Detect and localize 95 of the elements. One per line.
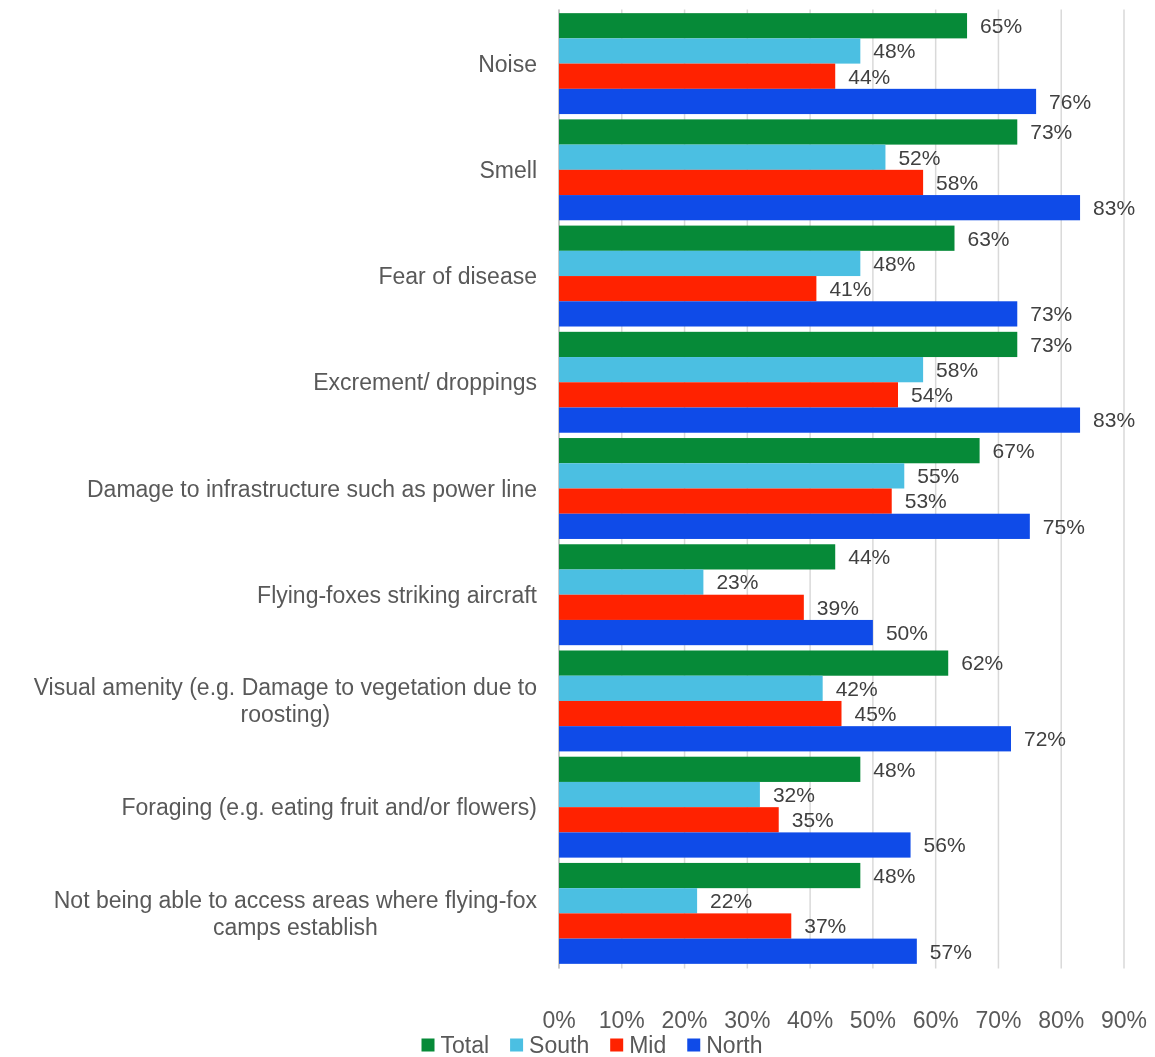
data-label: 76% — [1049, 89, 1092, 113]
y-tick-label: Excrement/ droppings — [313, 369, 538, 396]
bar — [559, 250, 861, 277]
data-label: 48% — [873, 39, 916, 63]
bar — [559, 938, 917, 964]
bar — [559, 832, 911, 858]
legend-label: North — [706, 1032, 763, 1057]
data-label: 39% — [816, 595, 859, 619]
data-label: 32% — [772, 782, 815, 806]
bar — [559, 301, 1018, 327]
bar — [559, 63, 836, 89]
data-label: 44% — [848, 545, 891, 569]
data-label: 54% — [911, 383, 954, 407]
x-tick-label: 90% — [1100, 1007, 1148, 1034]
y-tick-label: Noise — [478, 50, 537, 77]
bar — [559, 144, 886, 170]
y-tick-label: Foraging (e.g. eating fruit and/or flowers) — [121, 794, 537, 821]
bar — [559, 88, 1037, 115]
x-tick-label: 60% — [912, 1007, 959, 1034]
bar — [559, 513, 1030, 539]
bar — [559, 488, 892, 514]
bar — [559, 619, 873, 646]
data-label: 41% — [829, 277, 872, 301]
x-tick-label: 10% — [598, 1007, 645, 1034]
bar — [559, 382, 898, 408]
bar — [559, 38, 861, 64]
bar — [559, 169, 924, 196]
x-tick-label: 70% — [975, 1007, 1022, 1034]
data-label: 58% — [936, 170, 979, 194]
data-label: 53% — [904, 489, 947, 513]
bar — [559, 675, 823, 701]
data-label: 22% — [710, 889, 753, 913]
bar — [559, 756, 861, 782]
bar — [559, 119, 1018, 145]
data-label: 42% — [835, 676, 878, 700]
bar — [559, 700, 842, 727]
bar — [559, 357, 924, 383]
bar — [559, 913, 792, 939]
data-label: 65% — [980, 14, 1023, 38]
data-label: 55% — [917, 464, 960, 488]
y-tick-label: Damage to infrastructure such as power line — [87, 475, 537, 502]
data-label: 63% — [967, 226, 1010, 250]
bar — [559, 726, 1011, 752]
legend-label: Mid — [629, 1032, 667, 1057]
legend-label: Total — [440, 1032, 490, 1057]
bar — [559, 331, 1018, 358]
x-tick-label: 30% — [724, 1007, 771, 1034]
x-tick-label: 50% — [849, 1007, 896, 1034]
data-label: 75% — [1042, 514, 1085, 538]
y-tick-label: Visual amenity (e.g. Damage to vegetation due to roosting) — [33, 674, 537, 728]
data-label: 48% — [873, 863, 916, 887]
bar — [559, 781, 760, 808]
data-label: 67% — [992, 439, 1035, 463]
y-tick-label: Flying-foxes striking aircraft — [257, 581, 538, 608]
x-tick-label: 20% — [661, 1007, 708, 1034]
data-label: 73% — [1030, 120, 1073, 144]
data-label: 62% — [961, 651, 1004, 675]
legend-label: South — [529, 1032, 590, 1057]
bar — [559, 195, 1081, 221]
data-label: 56% — [923, 833, 966, 857]
data-label: 73% — [1030, 332, 1073, 356]
data-label: 23% — [716, 570, 759, 594]
y-tick-label: Smell — [479, 156, 537, 183]
bar — [559, 544, 836, 570]
data-label: 52% — [898, 145, 941, 169]
data-label: 83% — [1093, 196, 1136, 220]
data-label: 73% — [1030, 302, 1073, 326]
bar — [559, 438, 980, 464]
data-label: 50% — [885, 620, 928, 644]
bar — [559, 407, 1081, 433]
y-tick-label: Fear of disease — [378, 263, 537, 290]
y-tick-label: Not being able to access areas where flying-fox camps establish — [53, 886, 538, 940]
bar — [559, 807, 779, 833]
bar — [559, 862, 861, 889]
data-label: 58% — [936, 358, 979, 382]
bar — [559, 569, 704, 595]
data-label: 72% — [1024, 727, 1067, 751]
data-label: 44% — [848, 64, 891, 88]
data-label: 83% — [1093, 408, 1136, 432]
x-tick-label: 0% — [542, 1007, 576, 1034]
bar — [559, 594, 804, 620]
x-tick-label: 40% — [787, 1007, 834, 1034]
data-label: 48% — [873, 757, 916, 781]
bar — [559, 650, 949, 676]
data-label: 57% — [929, 939, 972, 963]
bar — [559, 225, 955, 251]
data-label: 45% — [854, 701, 897, 725]
bar — [559, 463, 905, 489]
data-label: 35% — [791, 808, 834, 832]
bar — [559, 13, 968, 39]
bar — [559, 276, 817, 302]
bar — [559, 888, 698, 914]
x-tick-label: 80% — [1038, 1007, 1085, 1034]
data-label: 48% — [873, 251, 916, 275]
data-label: 37% — [804, 914, 847, 938]
